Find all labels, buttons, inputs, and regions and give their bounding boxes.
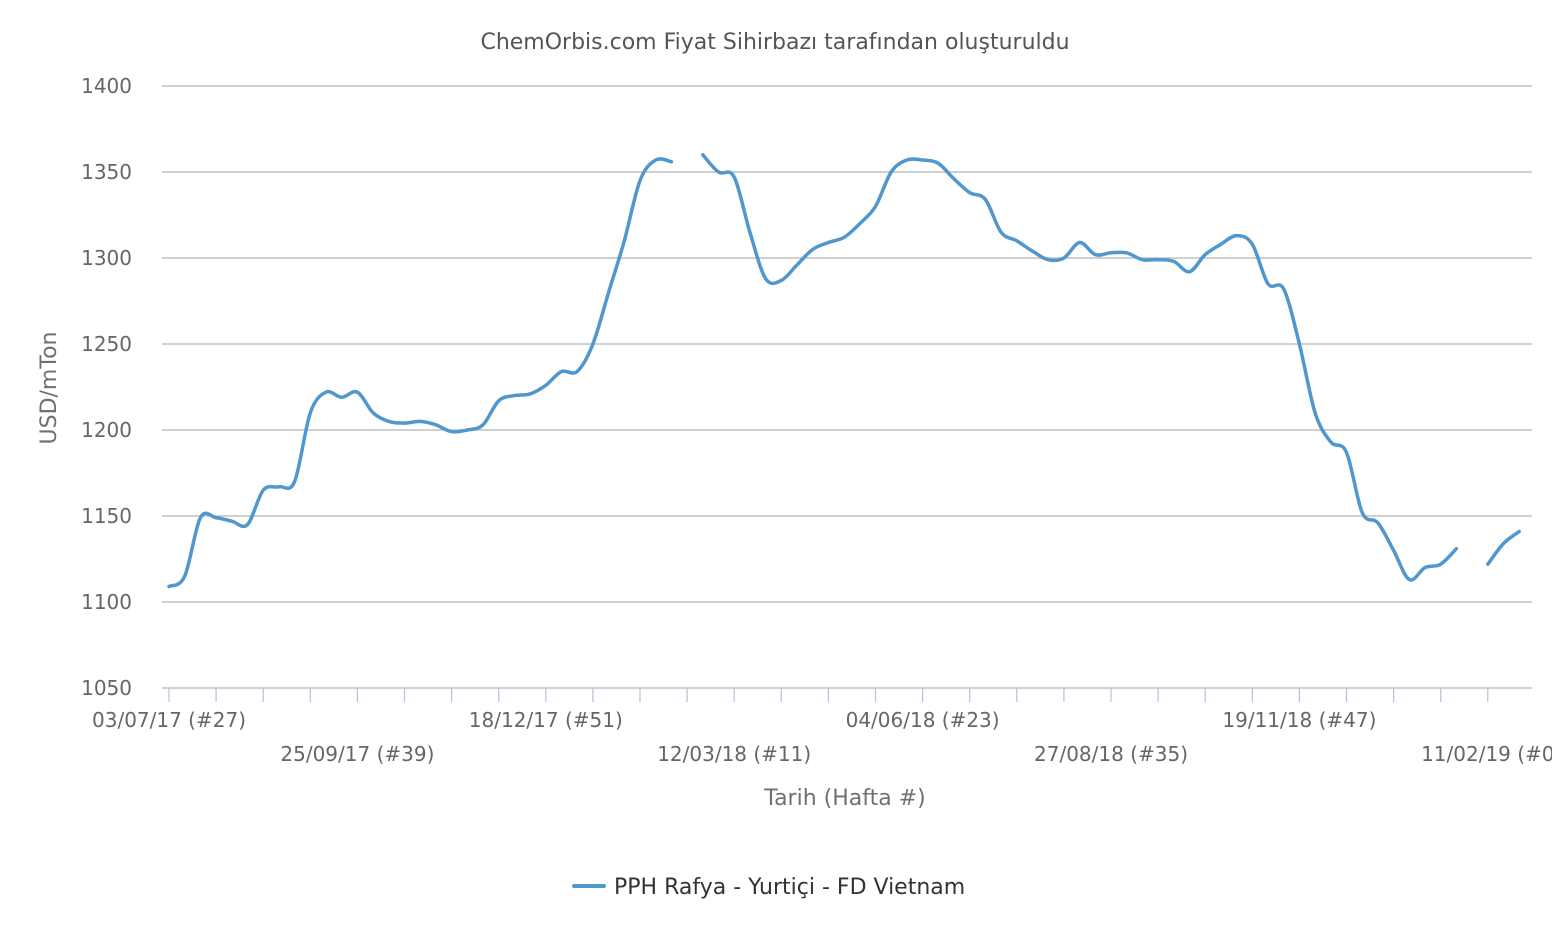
legend[interactable]: PPH Rafya - Yurtiçi - FD Vietnam <box>572 875 965 900</box>
y-tick-label: 1400 <box>81 74 132 98</box>
y-axis-title: USD/mTon <box>37 332 62 445</box>
series-line-segment-3[interactable] <box>1486 529 1521 566</box>
chart-title: ChemOrbis.com Fiyat Sihirbazı tarafından… <box>480 30 1069 55</box>
x-tick-label: 04/06/18 (#23) <box>846 708 1000 732</box>
x-tick-label: 27/08/18 (#35) <box>1034 742 1188 766</box>
x-tick-label: 25/09/17 (#39) <box>280 742 434 766</box>
gridlines <box>162 85 1532 603</box>
x-tick-label: 12/03/18 (#11) <box>657 742 811 766</box>
x-tick-label: 18/12/17 (#51) <box>469 708 623 732</box>
y-tick-label: 1150 <box>81 504 132 528</box>
x-tick-label: 03/07/17 (#27) <box>92 708 246 732</box>
x-tick-label: 19/11/18 (#47) <box>1222 708 1376 732</box>
y-tick-label: 1250 <box>81 332 132 356</box>
y-axis-labels: 1050 1100 1150 1200 1250 1300 1350 1400 <box>81 74 132 700</box>
y-tick-label: 1050 <box>81 676 132 700</box>
y-tick-label: 1200 <box>81 418 132 442</box>
legend-label: PPH Rafya - Yurtiçi - FD Vietnam <box>614 875 965 900</box>
series-line-segment-1[interactable] <box>167 157 674 589</box>
y-tick-label: 1350 <box>81 160 132 184</box>
series-line-segment-2[interactable] <box>701 153 1459 582</box>
x-axis: 03/07/17 (#27) 25/09/17 (#39) 18/12/17 (#5… <box>92 687 1552 766</box>
series-lines <box>167 153 1521 589</box>
y-tick-label: 1100 <box>81 590 132 614</box>
x-axis-title: Tarih (Hafta #) <box>763 786 925 811</box>
y-tick-label: 1300 <box>81 246 132 270</box>
x-tick-label: 11/02/19 (#0 <box>1421 742 1552 766</box>
